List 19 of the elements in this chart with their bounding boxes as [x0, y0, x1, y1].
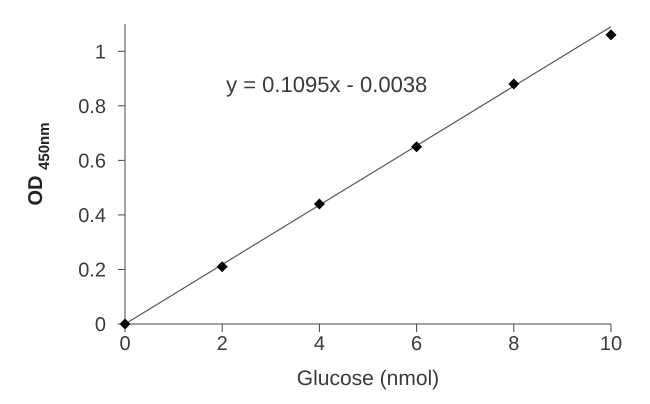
y-tick-label: 1 [94, 41, 106, 64]
x-tick-label: 6 [411, 333, 422, 356]
x-tick-label: 0 [119, 333, 131, 356]
x-axis-title: Glucose (nmol) [296, 367, 440, 390]
point [314, 198, 325, 210]
x-tick-label: 4 [314, 333, 325, 356]
point [606, 29, 616, 40]
x-tick-label: 8 [508, 333, 520, 356]
annotation: y = 0.1095x - 0.0038 [226, 72, 428, 98]
y-tick-label: 0 [94, 314, 106, 336]
point [411, 141, 422, 152]
y-tick-label: 0.4 [78, 205, 106, 228]
y-tick-label: 0.8 [78, 96, 106, 118]
y-tick-label: 0.2 [78, 260, 106, 282]
x-tick-label: 2 [216, 333, 228, 356]
point [508, 78, 520, 90]
y-tick-label: 0.6 [78, 150, 106, 172]
point [216, 261, 228, 272]
x-tick-label: 10 [600, 333, 622, 356]
